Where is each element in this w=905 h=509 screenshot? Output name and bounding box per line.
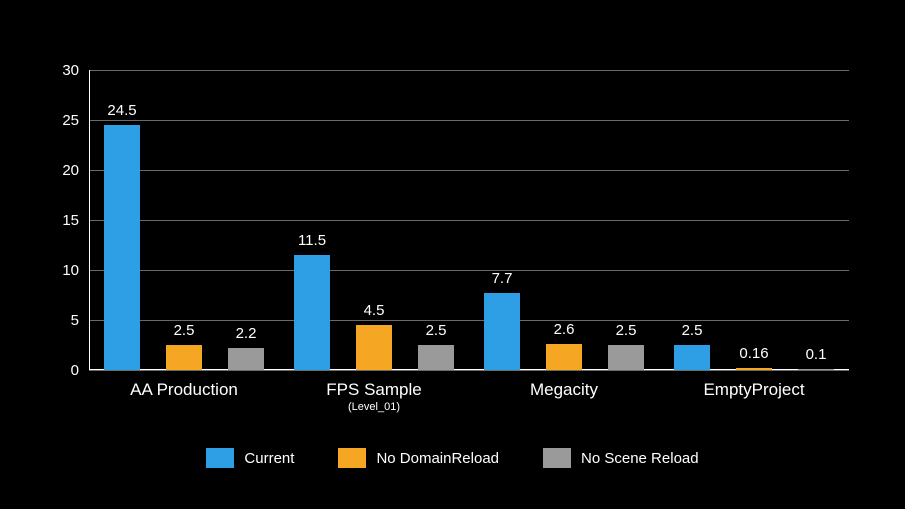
bar <box>104 125 140 370</box>
y-tick-label: 10 <box>49 262 79 279</box>
legend-label: Current <box>244 450 294 467</box>
bar-value-label: 11.5 <box>282 232 342 249</box>
y-axis <box>89 70 90 370</box>
legend: Current No DomainReload No Scene Reload <box>0 448 905 468</box>
bar-value-label: 4.5 <box>344 302 404 319</box>
gridline <box>89 70 849 71</box>
legend-item: Current <box>206 448 294 468</box>
gridline <box>89 220 849 221</box>
bar <box>798 369 834 370</box>
bar-value-label: 2.5 <box>596 322 656 339</box>
x-category-label: FPS Sample <box>279 380 469 400</box>
bar <box>228 348 264 370</box>
bar <box>608 345 644 370</box>
x-category-label: Megacity <box>469 380 659 400</box>
bar-value-label: 2.2 <box>216 325 276 342</box>
bar <box>484 293 520 370</box>
legend-swatch <box>206 448 234 468</box>
gridline <box>89 120 849 121</box>
bar-chart: 05101520253024.52.52.2AA Production11.54… <box>0 0 905 509</box>
gridline <box>89 270 849 271</box>
legend-label: No DomainReload <box>376 450 499 467</box>
bar <box>418 345 454 370</box>
x-axis <box>89 369 849 370</box>
legend-swatch <box>338 448 366 468</box>
bar-value-label: 24.5 <box>92 102 152 119</box>
plot-area: 05101520253024.52.52.2AA Production11.54… <box>89 70 849 370</box>
bar <box>166 345 202 370</box>
bar-value-label: 2.5 <box>662 322 722 339</box>
bar <box>736 368 772 370</box>
gridline <box>89 370 849 371</box>
y-tick-label: 25 <box>49 112 79 129</box>
y-tick-label: 30 <box>49 62 79 79</box>
legend-label: No Scene Reload <box>581 450 699 467</box>
y-tick-label: 5 <box>49 312 79 329</box>
bar-value-label: 2.5 <box>154 322 214 339</box>
bar-value-label: 0.16 <box>724 345 784 362</box>
legend-swatch <box>543 448 571 468</box>
bar-value-label: 2.5 <box>406 322 466 339</box>
x-category-label: EmptyProject <box>659 380 849 400</box>
bar <box>674 345 710 370</box>
x-category-label: AA Production <box>89 380 279 400</box>
x-category-sublabel: (Level_01) <box>279 401 469 413</box>
gridline <box>89 170 849 171</box>
bar-value-label: 0.1 <box>786 346 846 363</box>
gridline <box>89 320 849 321</box>
y-tick-label: 15 <box>49 212 79 229</box>
bar <box>546 344 582 370</box>
bar-value-label: 2.6 <box>534 321 594 338</box>
legend-item: No Scene Reload <box>543 448 699 468</box>
legend-item: No DomainReload <box>338 448 499 468</box>
bar <box>294 255 330 370</box>
y-tick-label: 0 <box>49 362 79 379</box>
bar-value-label: 7.7 <box>472 270 532 287</box>
bar <box>356 325 392 370</box>
y-tick-label: 20 <box>49 162 79 179</box>
